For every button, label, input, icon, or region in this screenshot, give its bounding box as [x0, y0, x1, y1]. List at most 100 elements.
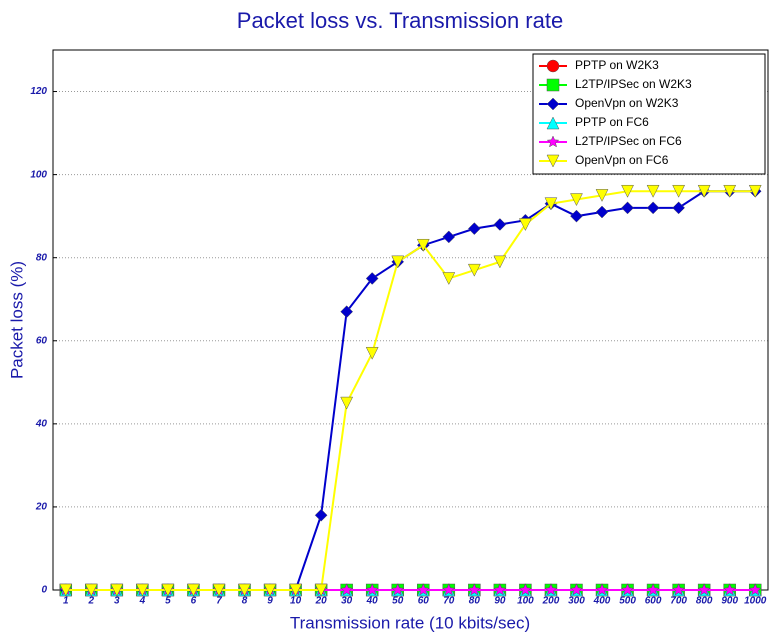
legend: PPTP on W2K3 L2TP/IPSec on W2K3 OpenVpn on… — [532, 53, 766, 175]
marker — [546, 59, 560, 73]
marker — [646, 201, 660, 215]
y-tick-label: 100 — [30, 169, 47, 180]
marker — [570, 583, 583, 596]
x-tick-label: 10 — [290, 596, 302, 607]
marker — [340, 583, 353, 596]
marker — [110, 583, 124, 597]
marker — [365, 346, 379, 360]
marker — [697, 583, 711, 596]
marker — [748, 184, 762, 198]
marker — [314, 508, 328, 522]
x-tick-label: 500 — [619, 596, 636, 607]
legend-label: PPTP on W2K3 — [575, 58, 659, 72]
legend-label: L2TP/IPSec on W2K3 — [575, 77, 692, 91]
marker — [595, 189, 609, 202]
marker — [289, 583, 302, 597]
marker — [544, 197, 558, 211]
x-tick-label: 2 — [88, 596, 95, 607]
marker — [519, 218, 532, 232]
marker — [544, 583, 558, 596]
x-tick-label: 1 — [63, 596, 69, 607]
x-tick-label: 40 — [366, 596, 379, 607]
marker — [595, 205, 609, 219]
marker — [546, 154, 560, 168]
marker — [672, 201, 685, 215]
marker — [263, 583, 277, 597]
marker — [697, 184, 711, 198]
x-tick-label: 5 — [165, 596, 171, 607]
x-tick-label: 1000 — [744, 596, 767, 607]
marker — [493, 255, 507, 269]
marker — [646, 583, 660, 596]
x-tick-label: 70 — [443, 596, 455, 607]
x-tick-label: 80 — [469, 596, 481, 607]
legend-label: OpenVpn on FC6 — [575, 153, 669, 167]
x-tick-label: 6 — [191, 596, 197, 607]
y-tick-label: 40 — [35, 418, 48, 429]
legend-label: OpenVpn on W2K3 — [575, 96, 679, 110]
marker — [238, 583, 251, 597]
marker — [416, 238, 430, 252]
x-tick-label: 800 — [696, 596, 713, 607]
x-tick-label: 50 — [392, 596, 404, 607]
series-line — [65, 190, 756, 591]
marker — [672, 184, 686, 198]
marker — [442, 230, 456, 244]
chart-title: Packet loss vs. Transmission rate — [237, 8, 563, 33]
y-axis-label: Packet loss (%) — [7, 261, 26, 379]
x-tick-label: 7 — [216, 596, 222, 607]
x-tick-label: 9 — [267, 596, 273, 607]
marker — [493, 218, 507, 231]
marker — [212, 583, 226, 597]
marker — [493, 583, 507, 596]
legend-label: PPTP on FC6 — [575, 115, 649, 129]
marker — [161, 583, 175, 597]
marker — [723, 184, 737, 198]
marker — [187, 583, 200, 597]
marker — [442, 272, 456, 286]
y-tick-label: 60 — [36, 335, 48, 346]
marker — [570, 209, 583, 223]
y-tick-label: 120 — [30, 86, 47, 97]
x-tick-label: 100 — [517, 596, 534, 607]
marker — [84, 583, 98, 597]
marker — [467, 263, 481, 277]
marker — [340, 305, 354, 319]
legend-label: L2TP/IPSec on FC6 — [575, 134, 682, 148]
marker — [467, 222, 481, 235]
series-line — [65, 190, 756, 591]
x-tick-label: 200 — [542, 596, 560, 607]
marker — [621, 184, 634, 198]
x-tick-label: 60 — [418, 596, 430, 607]
y-tick-label: 80 — [36, 252, 48, 263]
marker — [546, 78, 560, 92]
legend-box — [532, 53, 766, 175]
marker — [621, 583, 634, 596]
x-tick-label: 400 — [593, 596, 611, 607]
x-tick-label: 900 — [721, 596, 738, 607]
x-tick-label: 4 — [139, 596, 146, 607]
marker — [59, 583, 73, 597]
marker — [391, 583, 405, 596]
marker — [391, 255, 405, 269]
marker — [672, 583, 685, 596]
marker — [468, 583, 481, 596]
marker — [546, 135, 560, 148]
marker — [546, 97, 560, 111]
marker — [723, 583, 737, 596]
x-tick-label: 3 — [114, 596, 120, 607]
x-tick-label: 700 — [670, 596, 687, 607]
marker — [621, 201, 634, 215]
marker — [416, 583, 430, 596]
marker — [442, 583, 456, 596]
x-tick-label: 600 — [645, 596, 662, 607]
x-tick-label: 90 — [494, 596, 506, 607]
marker — [748, 583, 762, 596]
marker — [135, 583, 149, 597]
y-tick-label: 20 — [35, 502, 48, 513]
marker — [519, 583, 532, 596]
x-axis-label: Transmission rate (10 kbits/sec) — [290, 613, 530, 632]
marker — [365, 272, 379, 285]
marker — [365, 583, 379, 596]
